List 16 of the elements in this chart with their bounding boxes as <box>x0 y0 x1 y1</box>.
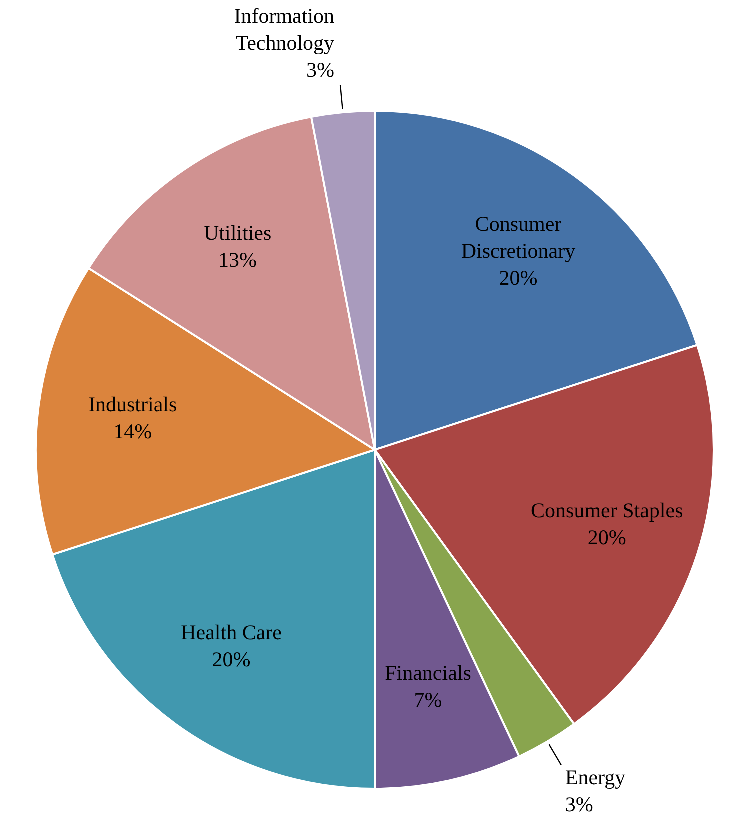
data-label: 3% <box>306 58 335 82</box>
data-label: 20% <box>588 525 626 550</box>
slice-label: Energy <box>565 766 626 790</box>
data-label: 20% <box>499 266 538 290</box>
data-label: 7% <box>414 688 442 712</box>
slice-label: Utilities <box>204 221 272 246</box>
slice-label: Consumer Staples <box>531 498 684 522</box>
slice-label: Health Care <box>181 620 282 644</box>
slice-label: Consumer Discretionary <box>461 212 576 264</box>
data-label: 3% <box>565 792 594 817</box>
slice-label: Financials <box>385 661 472 686</box>
data-label: 13% <box>218 248 258 272</box>
data-label: 14% <box>114 419 152 444</box>
slice-label: Industrials <box>88 392 178 416</box>
data-label: 20% <box>212 647 251 672</box>
slice-label: Information Technology <box>234 4 336 56</box>
